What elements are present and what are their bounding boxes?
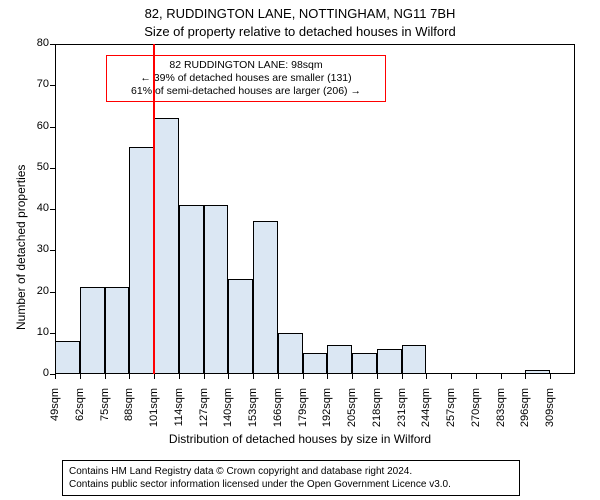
x-tick-mark — [476, 374, 477, 379]
y-tick-label: 10 — [25, 326, 49, 338]
x-tick-label: 127sqm — [198, 388, 210, 438]
reference-line — [153, 44, 155, 374]
x-tick-label: 140sqm — [222, 388, 234, 438]
histogram-bar — [402, 345, 427, 374]
x-tick-mark — [352, 374, 353, 379]
y-tick-label: 80 — [25, 37, 49, 49]
histogram-bar — [352, 353, 377, 374]
histogram-bar — [129, 147, 154, 374]
x-tick-label: 244sqm — [420, 388, 432, 438]
x-tick-label: 153sqm — [247, 388, 259, 438]
x-tick-label: 283sqm — [495, 388, 507, 438]
x-tick-mark — [377, 374, 378, 379]
histogram-bar — [278, 333, 303, 374]
x-tick-mark — [179, 374, 180, 379]
y-tick-mark — [50, 127, 55, 128]
credits-line: Contains HM Land Registry data © Crown c… — [69, 465, 513, 478]
histogram-bar — [327, 345, 352, 374]
x-tick-mark — [55, 374, 56, 379]
y-tick-mark — [50, 250, 55, 251]
x-tick-label: 270sqm — [470, 388, 482, 438]
chart-title-line1: 82, RUDDINGTON LANE, NOTTINGHAM, NG11 7B… — [0, 6, 600, 21]
histogram-bar — [55, 341, 80, 374]
y-tick-label: 0 — [25, 367, 49, 379]
credits-box: Contains HM Land Registry data © Crown c… — [62, 460, 520, 496]
x-tick-mark — [303, 374, 304, 379]
x-tick-label: 114sqm — [173, 388, 185, 438]
x-tick-label: 101sqm — [148, 388, 160, 438]
x-tick-label: 257sqm — [445, 388, 457, 438]
x-tick-mark — [278, 374, 279, 379]
y-tick-label: 50 — [25, 161, 49, 173]
x-tick-mark — [501, 374, 502, 379]
x-tick-label: 309sqm — [544, 388, 556, 438]
x-tick-mark — [228, 374, 229, 379]
credits-line: Contains public sector information licen… — [69, 478, 513, 491]
y-tick-label: 60 — [25, 120, 49, 132]
histogram-bar — [525, 370, 550, 374]
y-tick-label: 20 — [25, 285, 49, 297]
x-tick-mark — [80, 374, 81, 379]
histogram-bar — [105, 287, 130, 374]
x-tick-label: 218sqm — [371, 388, 383, 438]
y-tick-mark — [50, 292, 55, 293]
histogram-bar — [228, 279, 253, 374]
x-tick-label: 62sqm — [74, 388, 86, 438]
y-tick-mark — [50, 44, 55, 45]
x-tick-label: 166sqm — [272, 388, 284, 438]
x-tick-mark — [426, 374, 427, 379]
x-tick-label: 231sqm — [396, 388, 408, 438]
histogram-bar — [377, 349, 402, 374]
y-tick-mark — [50, 85, 55, 86]
x-tick-mark — [451, 374, 452, 379]
x-tick-label: 75sqm — [99, 388, 111, 438]
y-tick-label: 40 — [25, 202, 49, 214]
histogram-bar — [204, 205, 229, 374]
y-tick-label: 70 — [25, 78, 49, 90]
y-tick-mark — [50, 209, 55, 210]
x-tick-mark — [253, 374, 254, 379]
x-tick-label: 205sqm — [346, 388, 358, 438]
histogram-bar — [154, 118, 179, 374]
x-tick-mark — [327, 374, 328, 379]
x-tick-label: 296sqm — [519, 388, 531, 438]
x-tick-mark — [550, 374, 551, 379]
x-tick-label: 88sqm — [123, 388, 135, 438]
x-tick-mark — [204, 374, 205, 379]
x-tick-mark — [525, 374, 526, 379]
x-tick-label: 179sqm — [297, 388, 309, 438]
histogram-bar — [80, 287, 105, 374]
histogram-bar — [179, 205, 204, 374]
x-tick-label: 192sqm — [321, 388, 333, 438]
x-tick-mark — [154, 374, 155, 379]
histogram-bar — [303, 353, 328, 374]
histogram-bar — [253, 221, 278, 374]
x-tick-label: 49sqm — [49, 388, 61, 438]
annotation-box: 82 RUDDINGTON LANE: 98sqm ← 39% of detac… — [106, 55, 386, 102]
chart-title-line2: Size of property relative to detached ho… — [0, 24, 600, 39]
y-tick-mark — [50, 333, 55, 334]
x-tick-mark — [105, 374, 106, 379]
y-tick-label: 30 — [25, 243, 49, 255]
x-tick-mark — [402, 374, 403, 379]
y-tick-mark — [50, 168, 55, 169]
x-tick-mark — [129, 374, 130, 379]
